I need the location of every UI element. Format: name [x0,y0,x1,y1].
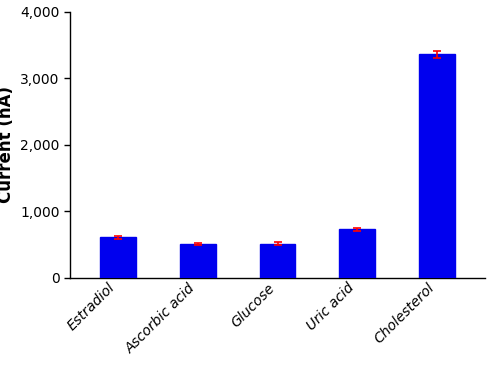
Bar [340,229,376,278]
Bar [100,237,136,278]
Y-axis label: Current (nA): Current (nA) [0,86,14,203]
Bar [260,244,296,278]
Bar [419,54,455,278]
Bar [180,244,216,278]
